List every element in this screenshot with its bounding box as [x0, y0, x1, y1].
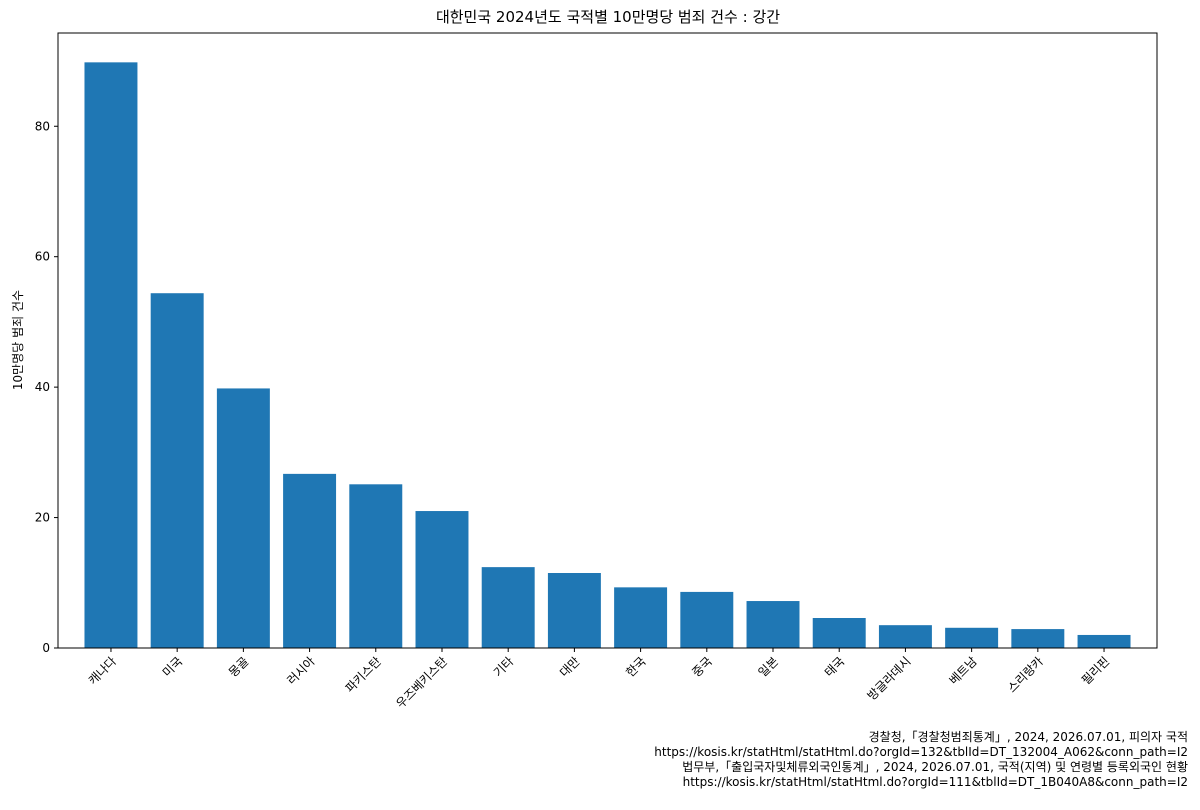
y-tick-label: 40 [35, 380, 50, 394]
x-tick-label: 캐나다 [86, 654, 119, 687]
y-tick-label: 20 [35, 511, 50, 525]
bar [746, 601, 800, 648]
bar [680, 591, 734, 648]
y-tick-label: 80 [35, 119, 50, 133]
bar [150, 293, 204, 648]
bar [945, 627, 999, 648]
bar [84, 62, 138, 648]
x-tick-label: 러시아 [284, 654, 317, 687]
bar [1077, 634, 1131, 648]
x-tick-label: 파키스탄 [343, 654, 384, 695]
plot-frame [57, 32, 1158, 649]
x-tick-label: 태국 [822, 654, 848, 680]
x-tick-label: 몽골 [226, 654, 252, 680]
bar [415, 511, 469, 648]
x-tick-label: 미국 [160, 654, 186, 680]
bar [1011, 629, 1065, 648]
x-tick-label: 대만 [557, 654, 583, 680]
source-note: 법무부,「출입국자및체류외국인통계」, 2024, 2026.07.01, 국적… [682, 760, 1188, 774]
x-tick-label: 방글라데시 [865, 654, 914, 703]
x-tick-label: 기타 [491, 654, 517, 680]
x-tick-label: 스리랑카 [1005, 654, 1046, 695]
x-tick-label: 일본 [756, 654, 782, 680]
bar [216, 388, 270, 648]
x-tick-label: 우즈베키스탄 [393, 654, 450, 711]
y-tick-label: 60 [35, 250, 50, 264]
bar [283, 473, 337, 648]
x-tick-label: 한국 [623, 654, 649, 680]
bar [349, 484, 403, 648]
y-axis-label: 10만명당 범죄 건수 [11, 290, 25, 390]
bar [547, 573, 601, 648]
bar [812, 618, 866, 648]
bar [878, 625, 932, 648]
x-tick-label: 필리핀 [1079, 654, 1112, 687]
source-note: 경찰청,「경찰청범죄통계」, 2024, 2026.07.01, 피의자 국적 [869, 730, 1188, 744]
x-tick-label: 베트남 [946, 654, 979, 687]
chart-title: 대한민국 2024년도 국적별 10만명당 범죄 건수 : 강간 [436, 8, 780, 26]
source-note: https://kosis.kr/statHtml/statHtml.do?or… [654, 745, 1188, 759]
bar [614, 587, 668, 648]
y-tick-label: 0 [42, 641, 50, 655]
source-note: https://kosis.kr/statHtml/statHtml.do?or… [683, 775, 1188, 789]
bar [481, 567, 535, 648]
x-tick-label: 중국 [689, 654, 715, 680]
